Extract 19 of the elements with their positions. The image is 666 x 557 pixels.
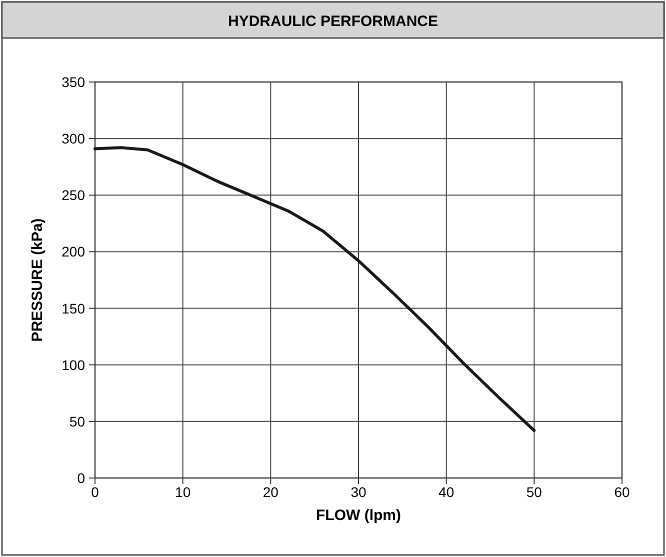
y-tick-label: 0 [77, 470, 86, 486]
y-tick-label: 250 [62, 187, 86, 204]
y-tick-label: 50 [69, 413, 86, 430]
x-tick-label: 40 [438, 484, 454, 500]
x-tick-label: 50 [526, 484, 542, 500]
x-tick-label: 10 [175, 484, 191, 500]
y-tick-label: 100 [62, 356, 86, 373]
y-tick-label: 200 [62, 244, 86, 260]
y-tick-label: 300 [62, 130, 86, 147]
line-series [94, 146, 536, 432]
x-tick-label: 60 [614, 484, 630, 500]
x-tick-label: 20 [262, 484, 279, 500]
chart-title: HYDRAULIC PERFORMANCE [228, 13, 438, 30]
y-axis-title: PRESSURE (kPa) [29, 218, 46, 342]
x-axis-title: FLOW (lpm) [316, 507, 401, 524]
y-tick-label: 350 [62, 74, 86, 90]
y-tick-label: 150 [62, 300, 86, 316]
x-tick-label: 0 [91, 484, 100, 500]
x-tick-label: 30 [350, 484, 366, 500]
